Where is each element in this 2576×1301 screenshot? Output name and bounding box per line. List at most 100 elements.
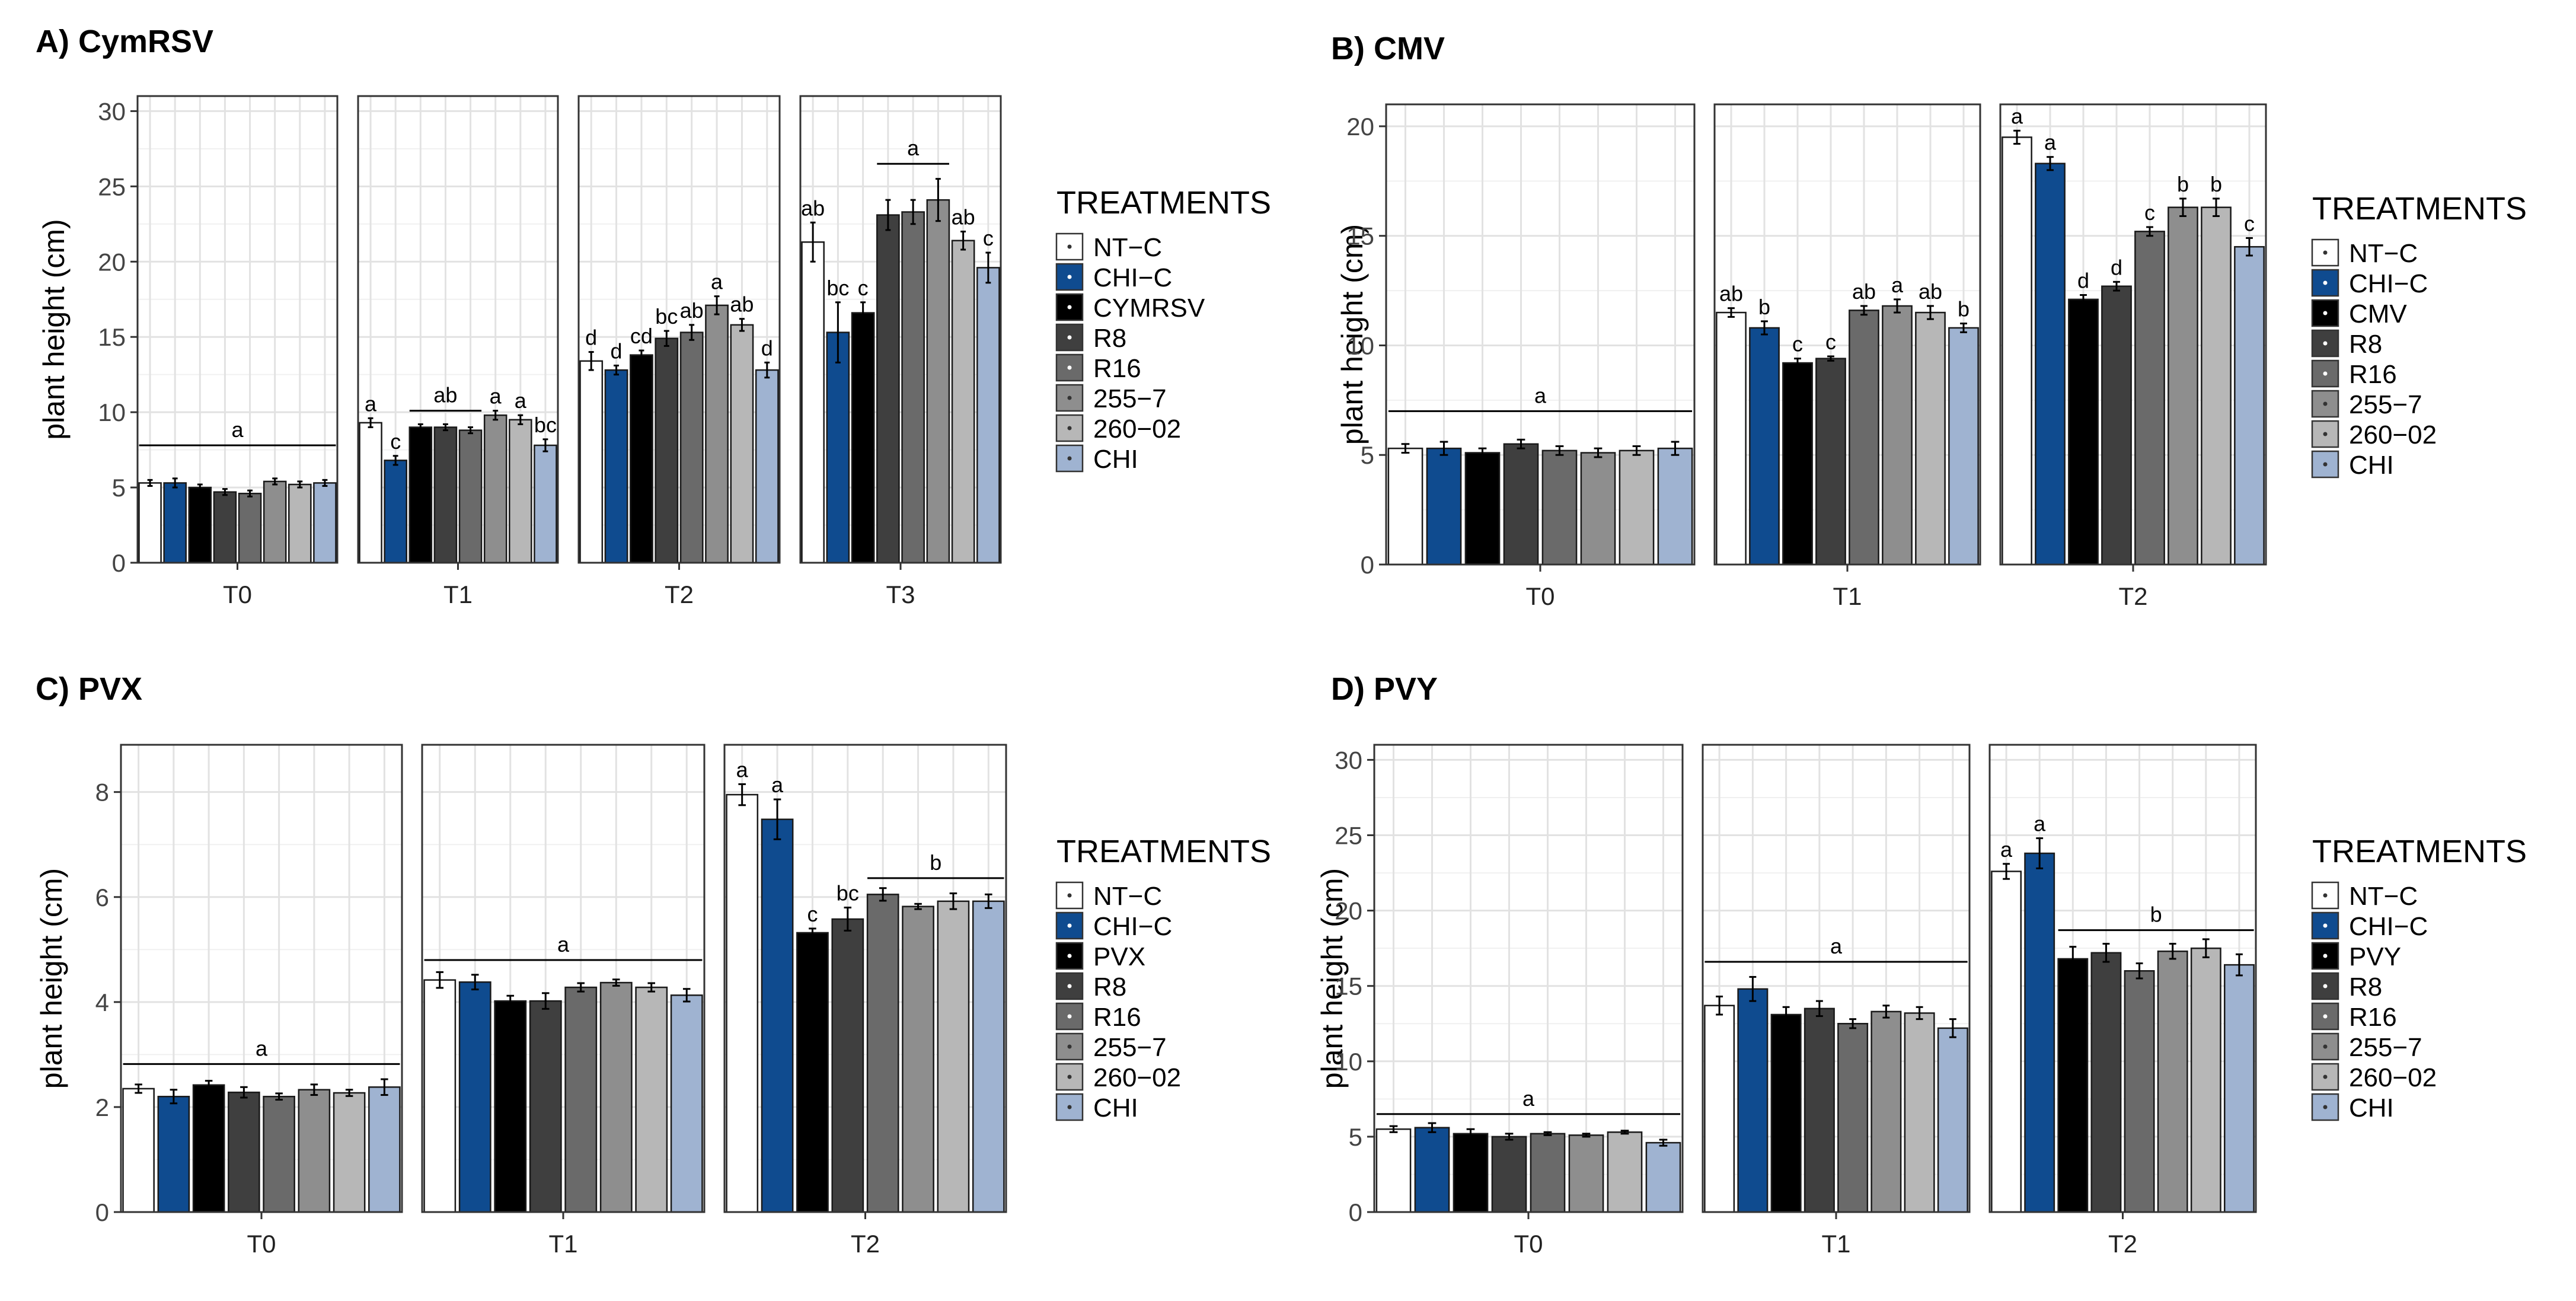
significance-letter: a [515,388,527,413]
bar [655,337,679,564]
legend-key-dot [2323,401,2328,406]
bar [755,369,779,564]
facet-label: T1 [443,581,473,608]
bar [2101,285,2132,566]
facet-T0: a T0 [120,744,403,1258]
bar [1770,1013,1802,1213]
bar [1749,327,1780,566]
bar [228,1091,260,1213]
facet-label: T1 [1821,1230,1850,1258]
bar [1782,362,1813,566]
legend-key-dot [2323,432,2328,436]
y-tick-label: 0 [112,549,126,577]
bar [1991,870,2022,1213]
legend-label: CHI [2349,451,2394,480]
facet-T2: aa cbc b T2 [723,744,1007,1258]
y-tick-label: 5 [112,474,126,502]
bar [1491,1136,1527,1213]
facet-label: T0 [223,581,252,608]
bar [1704,1005,1735,1213]
bar [1464,452,1501,566]
facet-label: T3 [886,581,915,608]
legend-key-dot [1067,1044,1072,1049]
facet-T0: a T0 [1385,103,1696,610]
legend: TREATMENTS NT−CCHI−CPVYR8R16255−7260−02CH… [2311,834,2527,1123]
y-tick-label: 30 [1335,746,1362,774]
bar [1716,311,1747,566]
group-letter: a [557,932,570,956]
bar [213,491,237,564]
group-letter: a [907,136,920,160]
bar [670,994,703,1213]
significance-letter: a [365,391,377,416]
legend-key-dot [1067,396,1072,400]
group-letter: ab [433,383,457,407]
bar [2090,952,2122,1213]
bar [192,1084,225,1213]
significance-letter: b [1758,295,1770,319]
bar [1568,1134,1604,1213]
legend-key-dot [1067,275,1072,279]
significance-letter: bc [655,304,678,329]
bar [458,981,491,1213]
legend-key-dot [2323,984,2328,988]
bar [263,1095,295,1213]
bar [384,460,407,564]
legend-key-dot [1067,456,1072,461]
facet-label: T2 [851,1230,880,1258]
legend-label: R8 [1093,324,1126,353]
legend-key-dot [1067,426,1072,431]
significance-letter: d [2111,255,2122,279]
legend: TREATMENTS NT−CCHI−CCYMRSVR8R16255−7260−0… [1055,185,1271,474]
legend-key [2311,911,2339,940]
bar [1915,311,1946,566]
legend-label: 255−7 [1093,1033,1167,1062]
legend-key-dot [1067,1014,1072,1019]
legend-key-dot [1067,244,1072,249]
y-axis-label: plant height (cm) [1316,868,1349,1089]
bar [163,482,187,564]
significance-letter: ab [680,298,704,323]
bar [368,1086,401,1213]
bar [1904,1012,1935,1213]
bar [2057,958,2089,1213]
legend-key-dot [2323,1105,2328,1109]
bar [138,482,162,564]
significance-letter: a [490,384,502,409]
significance-letter: a [711,270,723,294]
legend-label: CHI [1093,445,1138,474]
bar [238,492,262,564]
y-axis-label: plant height (cm) [35,868,68,1089]
significance-letter: a [2034,812,2046,836]
group-letter: a [256,1036,268,1060]
significance-letter: d [585,326,597,350]
legend-label: R16 [1093,354,1141,383]
bar [1948,327,1979,566]
bar [2002,136,2032,566]
bar [494,1000,527,1213]
significance-letter: b [2210,172,2222,196]
bar [599,981,633,1213]
legend-key-dot [1067,305,1072,310]
y-tick-label: 20 [1335,897,1362,925]
legend-title: TREATMENTS [1056,185,1271,221]
y-tick-label: 5 [1361,441,1374,469]
legend-key-dot [1067,335,1072,340]
legend-label: R8 [1093,972,1126,1002]
significance-letter: d [2077,268,2089,292]
facet-label: T0 [1525,582,1554,610]
bar [630,354,653,564]
legend-label: CHI−C [2349,912,2428,941]
bar [1453,1133,1489,1213]
significance-letter: c [807,902,818,926]
legend-label: R16 [2349,360,2397,389]
bar [1870,1010,1902,1213]
legend-label: CHI [2349,1093,2394,1123]
y-tick-label: 10 [1335,1048,1362,1076]
bar [937,900,970,1213]
bar [1375,1128,1412,1213]
